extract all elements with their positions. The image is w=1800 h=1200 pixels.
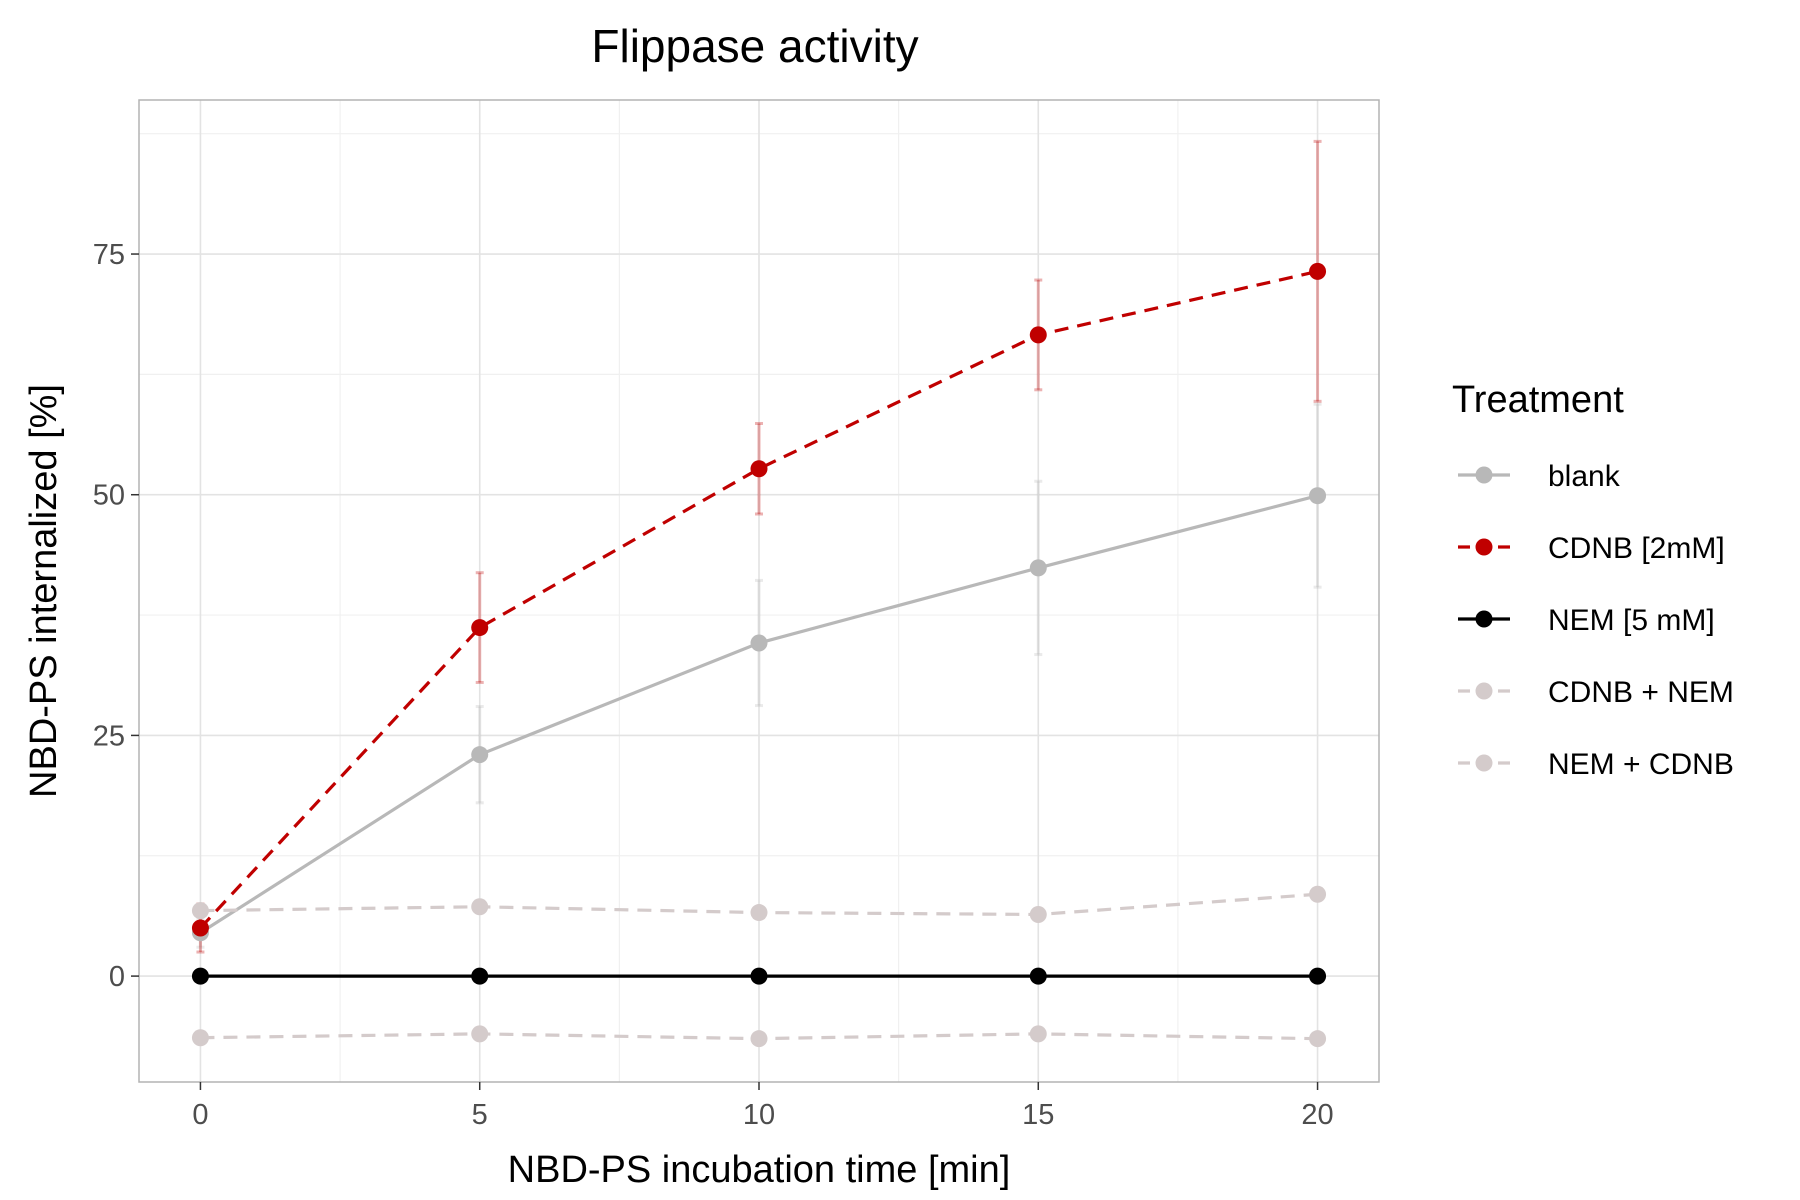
- data-point-cdnb-2mm: [750, 460, 768, 478]
- series-points: [191, 262, 1327, 1048]
- data-point-nem-5-mm: [1029, 967, 1047, 985]
- data-point-nem-5-mm: [750, 967, 768, 985]
- y-tick-label: 75: [93, 239, 125, 271]
- legend-label: NEM + CDNB: [1548, 748, 1734, 781]
- legend-key-point: [1475, 610, 1493, 628]
- y-tick-label: 0: [109, 961, 125, 993]
- legend-label: NEM [5 mM]: [1548, 604, 1715, 637]
- data-point-cdnb-2mm: [1029, 326, 1047, 344]
- data-point-blank: [471, 746, 489, 764]
- data-point-nem-5-mm: [1309, 967, 1327, 985]
- x-tick-label: 20: [1301, 1099, 1333, 1131]
- data-point-nem-cdnb: [191, 1029, 209, 1047]
- data-point-nem-cdnb: [750, 1030, 768, 1048]
- legend-label: blank: [1548, 460, 1621, 493]
- legend-key-point: [1475, 754, 1493, 772]
- legend-label: CDNB [2mM]: [1548, 532, 1725, 565]
- legend-title: Treatment: [1452, 379, 1624, 421]
- data-point-blank: [1309, 487, 1327, 505]
- x-tick-label: 0: [192, 1099, 208, 1131]
- legend-key-point: [1475, 682, 1493, 700]
- legend-key-point: [1475, 538, 1493, 556]
- chart-title: Flippase activity: [591, 20, 918, 72]
- y-axis-ticks: 0 25 50 75: [93, 239, 139, 993]
- data-point-nem-5-mm: [471, 967, 489, 985]
- data-point-cdnb-2mm: [1309, 262, 1327, 280]
- data-point-cdnb-nem: [750, 904, 768, 922]
- data-point-blank: [750, 634, 768, 652]
- y-tick-label: 25: [93, 720, 125, 752]
- data-point-nem-cdnb: [1309, 1030, 1327, 1048]
- data-point-nem-cdnb: [471, 1025, 489, 1043]
- data-point-cdnb-2mm: [191, 919, 209, 937]
- x-tick-label: 10: [743, 1099, 775, 1131]
- data-point-cdnb-nem: [471, 898, 489, 916]
- legend-label: CDNB + NEM: [1548, 676, 1734, 709]
- y-tick-label: 50: [93, 480, 125, 512]
- x-axis-title: NBD-PS incubation time [min]: [508, 1149, 1011, 1191]
- data-point-nem-5-mm: [191, 967, 209, 985]
- data-point-nem-cdnb: [1029, 1025, 1047, 1043]
- legend-key-point: [1475, 466, 1493, 484]
- x-tick-label: 5: [472, 1099, 488, 1131]
- legend-item-nem-5-mm: NEM [5 mM]: [1458, 604, 1715, 637]
- legend-item-blank: blank: [1458, 460, 1621, 493]
- y-axis-title: NBD-PS internalized [%]: [23, 384, 65, 798]
- data-point-cdnb-nem: [191, 902, 209, 920]
- data-point-cdnb-nem: [1309, 885, 1327, 903]
- x-axis-ticks: 0 5 10 15 20: [192, 1082, 1334, 1131]
- legend-item-nem-cdnb: NEM + CDNB: [1458, 748, 1734, 781]
- legend-item-cdnb-2mm: CDNB [2mM]: [1458, 532, 1725, 565]
- legend-item-cdnb-nem: CDNB + NEM: [1458, 676, 1734, 709]
- x-tick-label: 15: [1022, 1099, 1054, 1131]
- legend: Treatment blank CDNB [2mM] NEM [5 mM] CDNB …: [1452, 379, 1734, 781]
- data-point-blank: [1029, 559, 1047, 577]
- series-line-cdnb-2mm: [199, 269, 1318, 930]
- data-point-cdnb-nem: [1029, 905, 1047, 923]
- data-point-cdnb-2mm: [471, 619, 489, 637]
